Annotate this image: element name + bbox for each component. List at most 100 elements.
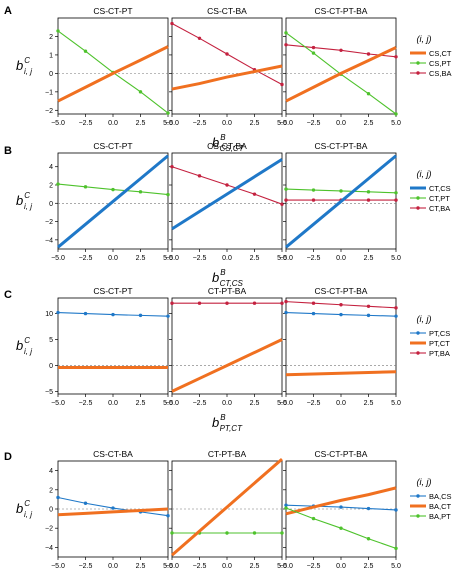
legend-title: (i, j) [417, 169, 432, 179]
subplot-title: CT-PT-BA [208, 286, 247, 296]
legend-label: BA,CT [429, 502, 452, 511]
legend-marker [416, 71, 420, 75]
data-point [311, 516, 316, 521]
data-point [394, 508, 398, 512]
series-line [171, 158, 283, 231]
data-point [166, 192, 170, 197]
x-tick-label: 5.0 [391, 400, 401, 407]
x-axis-label: bB PT,CT [212, 413, 243, 433]
plot-frame [57, 297, 169, 395]
data-point [225, 301, 229, 305]
x-tick-label: −2.5 [307, 563, 321, 570]
y-axis-label: bC i, j [16, 336, 32, 356]
panel-d: D CS-CT-BA −5.0 −2.5 0.0 2.5 5.0 −4 −2 0 2 4 CT-PT-B… [4, 449, 452, 570]
plot-frame [171, 152, 283, 250]
x-tick-label: 0.0 [108, 255, 118, 262]
x-tick-label: 2.5 [250, 400, 260, 407]
legend-label: CS,CT [429, 49, 452, 58]
data-point [339, 526, 343, 530]
legend-marker [416, 514, 420, 518]
legend-item: BA,PT [410, 512, 451, 521]
legend-item: PT,BA [410, 349, 450, 358]
x-tick-label: 0.0 [336, 255, 346, 262]
y-axis-label: bC i, j [16, 191, 32, 211]
x-tick-label: 2.5 [136, 400, 146, 407]
x-tick-label: 0.0 [108, 120, 118, 127]
panel-letter: A [4, 5, 12, 17]
data-point [225, 52, 229, 56]
data-point [170, 301, 174, 305]
x-tick-label: 2.5 [250, 120, 260, 127]
panel-letter: D [4, 451, 12, 463]
data-point [111, 187, 115, 192]
series-line [171, 338, 283, 393]
x-tick-label: 2.5 [136, 563, 146, 570]
series-line [285, 486, 397, 516]
x-tick-label: 2.5 [364, 400, 374, 407]
legend-item: CT,PT [410, 194, 450, 203]
x-tick-label: 0.0 [222, 255, 232, 262]
data-point [138, 313, 143, 318]
data-point [83, 501, 88, 505]
y-tick-label: −2 [45, 219, 53, 226]
subplot-c-1: CS-CT-PT −5.0 −2.5 0.0 2.5 5.0 −5 0 5 10 [45, 286, 173, 407]
data-point [280, 531, 284, 535]
y-tick-label: 5 [49, 337, 53, 344]
x-tick-label: 5.0 [163, 563, 173, 570]
series-line [285, 154, 397, 249]
legend-marker [416, 196, 420, 200]
x-tick-label: −2.5 [307, 120, 321, 127]
legend-item: BA,CS [410, 492, 452, 501]
legend-item: BA,CT [410, 502, 452, 511]
data-point [56, 310, 60, 315]
x-tick-label: 5.0 [277, 400, 287, 407]
x-tick-label: −2.5 [79, 255, 93, 262]
subplot-title: CS-CT-BA [207, 141, 247, 151]
x-tick-label: −2.5 [79, 120, 93, 127]
y-tick-label: 2 [49, 183, 53, 190]
data-point [339, 505, 343, 509]
x-tick-label: −5.0 [165, 400, 179, 407]
y-tick-label: −1 [45, 89, 53, 96]
x-tick-label: 5.0 [391, 563, 401, 570]
y-axis-label: bC i, j [16, 499, 32, 519]
legend-label: CT,BA [429, 204, 450, 213]
data-point [366, 313, 371, 318]
data-point [339, 189, 343, 193]
x-tick-label: 0.0 [336, 120, 346, 127]
legend-title: (i, j) [417, 34, 432, 44]
x-tick-label: 5.0 [163, 255, 173, 262]
series-line [57, 507, 169, 517]
panel-letter: C [4, 289, 12, 301]
x-tick-label: −2.5 [193, 400, 207, 407]
data-point [170, 165, 174, 169]
data-point [111, 506, 115, 510]
data-point [394, 306, 398, 310]
data-point [284, 187, 288, 191]
panel-b: B CS-CT-PT −5.0 −2.5 0.0 2.5 5.0 −4 −2 0 2 4 CS-CT-B… [4, 141, 451, 288]
x-tick-label: −5.0 [51, 255, 65, 262]
series-line [171, 64, 283, 91]
subplot-c-3: CS-CT-PT-BA −5.0 −2.5 0.0 2.5 5.0 [279, 286, 401, 407]
data-point [366, 52, 371, 56]
x-tick-label: −5.0 [165, 563, 179, 570]
data-point [366, 304, 371, 309]
series-line [57, 154, 169, 249]
y-tick-label: 10 [45, 311, 53, 318]
x-tick-label: −5.0 [279, 255, 293, 262]
data-point [225, 183, 229, 187]
x-tick-label: 0.0 [222, 120, 232, 127]
panel-letter: B [4, 145, 12, 157]
data-point [56, 29, 60, 33]
legend-item: CS,CT [410, 49, 452, 58]
data-point [197, 174, 202, 178]
data-point [284, 310, 288, 315]
data-point [83, 311, 88, 316]
x-tick-label: −5.0 [279, 120, 293, 127]
subplot-title: CS-CT-BA [207, 6, 247, 16]
legend-label: CS,BA [429, 69, 452, 78]
data-point [394, 314, 398, 318]
